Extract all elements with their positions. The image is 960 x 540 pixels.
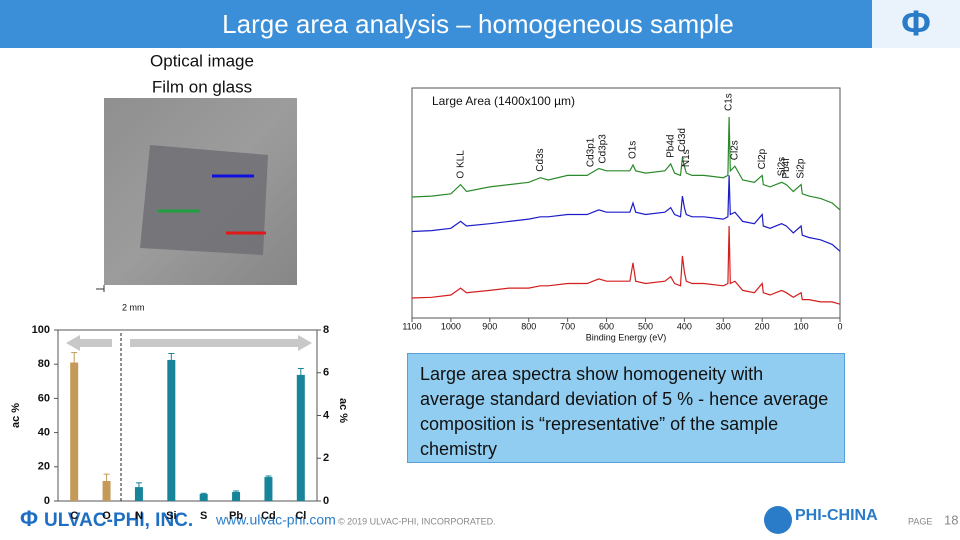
peak-label: Cl2s — [730, 140, 741, 160]
header-logo-box — [872, 0, 960, 48]
y2-tick-label: 0 — [323, 495, 329, 507]
x-tick-label: C — [70, 510, 78, 522]
footer-company: ULVAC-PHI, INC. — [44, 510, 193, 531]
footer-partner: PHI-CHINA — [795, 507, 878, 524]
image-caption: Film on glass — [152, 77, 252, 96]
note-box: Large area spectra show homogeneity with… — [407, 353, 845, 463]
peak-label: C1s — [724, 93, 735, 111]
spectrum-line — [411, 175, 841, 252]
bar — [296, 374, 305, 501]
y2-tick-label: 4 — [323, 409, 330, 421]
peak-label: N1s — [681, 149, 692, 167]
footer-copyright: © 2019 ULVAC-PHI, INCORPORATED. — [338, 516, 496, 526]
y-tick-label: 80 — [38, 358, 50, 370]
footer-page-number: 18 — [944, 512, 958, 527]
peak-label: Cd3p3 — [597, 134, 608, 164]
bar — [199, 493, 208, 501]
x-tick-label: O — [102, 510, 111, 522]
peak-label: Cd3d — [677, 128, 688, 152]
bar — [102, 480, 111, 501]
x-tick-label: 1100 — [402, 321, 421, 331]
bar — [264, 477, 273, 501]
peak-label: O1s — [628, 141, 639, 159]
x-tick-label: 400 — [677, 321, 692, 331]
peak-label: O KLL — [455, 150, 466, 179]
image-caption: Optical image — [150, 51, 254, 70]
left-arrow — [66, 335, 112, 351]
y-tick-label: 60 — [38, 392, 50, 404]
x-tick-label: 800 — [521, 321, 536, 331]
header-logo: Φ — [901, 3, 931, 44]
x-tick-label: S — [200, 510, 207, 522]
x-tick-label: Si — [166, 510, 176, 522]
x-tick-label: 1000 — [441, 321, 461, 331]
peak-label: Cd3s — [535, 148, 546, 171]
y-tick-label: 0 — [44, 495, 50, 507]
peak-label: Si2p — [796, 158, 807, 178]
y2-axis-label: ac % — [337, 398, 349, 423]
y-tick-label: 40 — [38, 427, 50, 439]
x-tick-label: Cd — [261, 510, 276, 522]
right-arrow — [130, 335, 312, 351]
x-tick-label: 600 — [599, 321, 614, 331]
y2-tick-label: 6 — [323, 367, 329, 379]
y2-tick-label: 2 — [323, 452, 329, 464]
bar — [232, 492, 241, 501]
x-tick-label: 900 — [482, 321, 497, 331]
scale-bar-label: 2 mm — [122, 302, 145, 312]
y-axis-label: ac % — [10, 403, 22, 428]
x-tick-label: Cl — [295, 510, 306, 522]
x-tick-label: N — [135, 510, 143, 522]
partner-logo — [764, 506, 792, 534]
peak-label: Cl2p — [757, 148, 768, 169]
peak-label: Si2s — [776, 157, 787, 176]
x-tick-label: 700 — [560, 321, 575, 331]
spectrum-line — [411, 225, 841, 305]
footer-page-label: PAGE — [908, 516, 932, 526]
footer-website: www.ulvac-phi.com — [215, 512, 336, 528]
peak-label: Cd3p1 — [586, 137, 597, 167]
y2-tick-label: 8 — [323, 324, 329, 336]
x-axis-label: Binding Energy (eV) — [586, 332, 667, 342]
peak-label: Pb4d — [665, 135, 676, 158]
header-bar — [0, 0, 960, 48]
spectrum-line — [411, 116, 841, 211]
bar — [167, 359, 176, 501]
film-sample — [140, 145, 268, 255]
y-tick-label: 100 — [32, 324, 50, 336]
x-tick-label: 100 — [794, 321, 809, 331]
bar-frame — [57, 329, 318, 502]
footer-logo: Φ — [20, 506, 38, 531]
slide-title: Large area analysis – homogeneous sample — [222, 9, 734, 39]
x-tick-label: Pb — [229, 510, 243, 522]
bar — [70, 362, 79, 501]
x-tick-label: 200 — [755, 321, 770, 331]
x-tick-label: 500 — [638, 321, 653, 331]
bar — [134, 487, 143, 501]
chart-title: Large Area (1400x100 µm) — [432, 94, 575, 108]
spectrum-frame — [411, 87, 841, 319]
y-tick-label: 20 — [38, 461, 50, 473]
peak-label: Pb4f — [781, 158, 792, 179]
x-tick-label: 300 — [716, 321, 731, 331]
x-tick-label: 0 — [837, 321, 842, 331]
